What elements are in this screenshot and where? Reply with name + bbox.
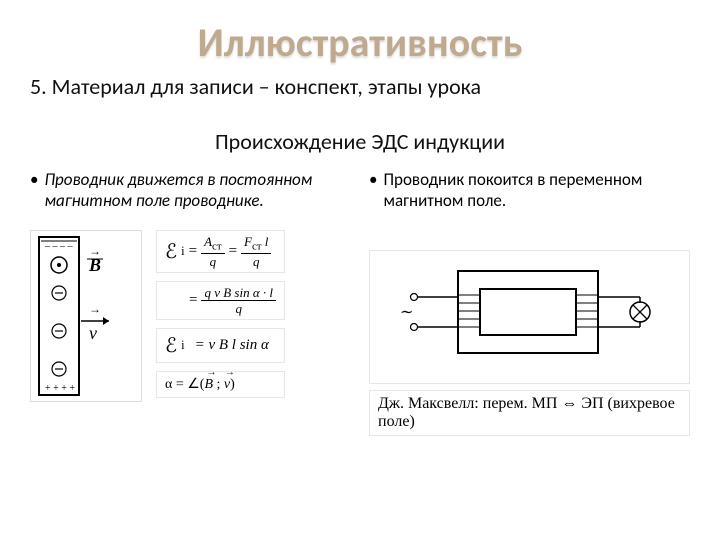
v-label: v xyxy=(89,323,97,343)
transformer-diagram: ∼ xyxy=(369,250,690,384)
section-heading: Происхождение ЭДС индукции xyxy=(30,128,690,155)
svg-text:– – – –: – – – – xyxy=(44,241,74,252)
transformer-svg: ∼ xyxy=(378,257,678,377)
slide: Иллюстративность 5. Материал для записи … xyxy=(0,0,720,540)
left-bullet-text: Проводник движется в постоянном магнитно… xyxy=(44,169,351,212)
bullet-dot: • xyxy=(30,169,38,212)
conductor-diagram: – – – – + + + + → B xyxy=(30,230,142,402)
left-bullet: • Проводник движется в постоянном магнит… xyxy=(30,169,351,212)
right-bullet: • Проводник покоится в переменном магнит… xyxy=(369,169,690,212)
emf-symbol-1: ℰ xyxy=(165,239,177,264)
frac-1: Aст q xyxy=(201,235,225,268)
B-label: B xyxy=(88,255,101,275)
emf-symbol-2: ℰ xyxy=(165,333,177,358)
eq-line-2: = q v B sin α · l q xyxy=(156,281,285,320)
frac-3: q v B sin α · l q xyxy=(201,286,276,315)
svg-text:+ + + +: + + + + xyxy=(45,383,75,394)
left-content-row: – – – – + + + + → B xyxy=(30,230,351,402)
right-column: • Проводник покоится в переменном магнит… xyxy=(369,169,690,436)
ac-symbol: ∼ xyxy=(400,304,413,321)
right-bullet-text: Проводник покоится в переменном магнитно… xyxy=(383,169,690,212)
slide-subtitle: 5. Материал для записи – конспект, этапы… xyxy=(30,73,690,100)
frac-2: Fст l q xyxy=(241,235,271,268)
maxwell-caption: Дж. Максвелл: перем. МП ⇔ ЭП (вихревое п… xyxy=(369,390,690,436)
slide-title: Иллюстративность xyxy=(30,18,690,67)
conductor-svg: – – – – + + + + → B xyxy=(31,231,141,401)
equation-block: ℰi = Aст q = Fст l q = xyxy=(156,230,285,398)
columns: • Проводник движется в постоянном магнит… xyxy=(30,169,690,436)
eq-line-3: ℰi = v B l sin α xyxy=(156,328,285,363)
eq-line-4: α = ∠(→B ; →v) xyxy=(156,371,285,398)
left-column: • Проводник движется в постоянном магнит… xyxy=(30,169,351,436)
eq-line-1: ℰi = Aст q = Fст l q xyxy=(156,230,285,273)
svg-text:→: → xyxy=(89,302,101,316)
bullet-dot: • xyxy=(369,169,377,212)
